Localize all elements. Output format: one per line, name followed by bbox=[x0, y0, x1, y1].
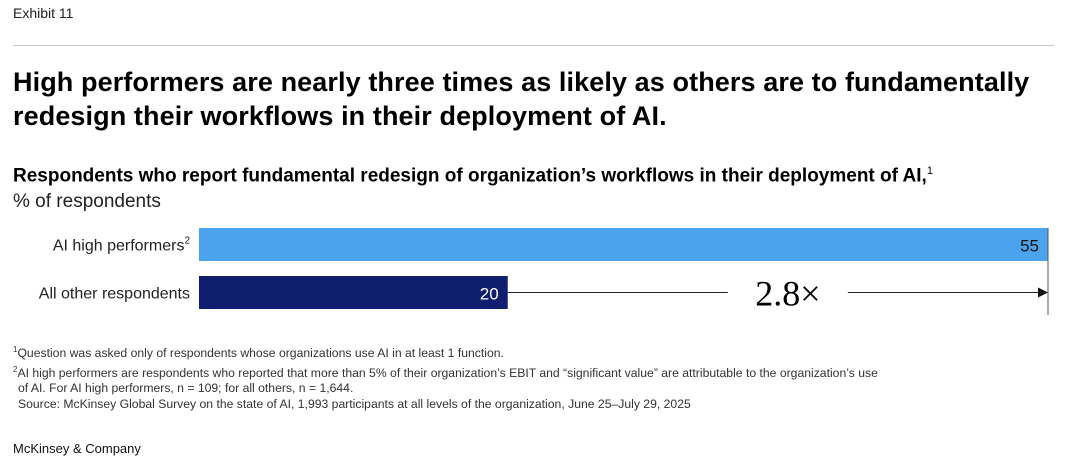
data-label-2: 20 bbox=[480, 285, 499, 304]
arrow-head bbox=[1038, 287, 1048, 298]
chart-subtitle-text: Respondents who report fundamental redes… bbox=[13, 165, 927, 187]
chart-subtitle: Respondents who report fundamental redes… bbox=[13, 165, 933, 187]
footnote-2: 2AI high performers are respondents who … bbox=[13, 362, 1063, 382]
bar-2 bbox=[199, 276, 508, 309]
subtitle-footnote-mark: 1 bbox=[926, 165, 933, 177]
footnote-1: 1Question was asked only of respondents … bbox=[13, 342, 1063, 362]
bar-chart: AI high performers2 55 All other responden… bbox=[39, 228, 1049, 315]
bar-1 bbox=[199, 228, 1048, 261]
data-label-1: 55 bbox=[1020, 237, 1039, 256]
category-label-2: All other respondents bbox=[39, 286, 190, 303]
footnotes: 1Question was asked only of respondents … bbox=[13, 342, 1063, 412]
brand-logo-text: McKinsey & Company bbox=[13, 441, 141, 456]
exhibit-label: Exhibit 11 bbox=[13, 5, 74, 21]
headline: High performers are nearly three times a… bbox=[13, 67, 1030, 131]
footnote-2-mark: 2 bbox=[13, 364, 18, 374]
footnote-2-continued: of AI. For AI high performers, n = 109; … bbox=[18, 381, 354, 396]
footnote-2-text: AI high performers are respondents who r… bbox=[17, 365, 878, 380]
source-note: Source: McKinsey Global Survey on the st… bbox=[18, 396, 691, 411]
footnote-1-mark: 1 bbox=[13, 345, 18, 354]
footnote-1-text: Question was asked only of respondents w… bbox=[17, 346, 504, 361]
divider bbox=[13, 45, 1054, 46]
unit-label: % of respondents bbox=[13, 191, 161, 212]
multiplier-annotation: 2.8× bbox=[755, 274, 820, 314]
category-label-1: AI high performers2 bbox=[53, 236, 191, 255]
